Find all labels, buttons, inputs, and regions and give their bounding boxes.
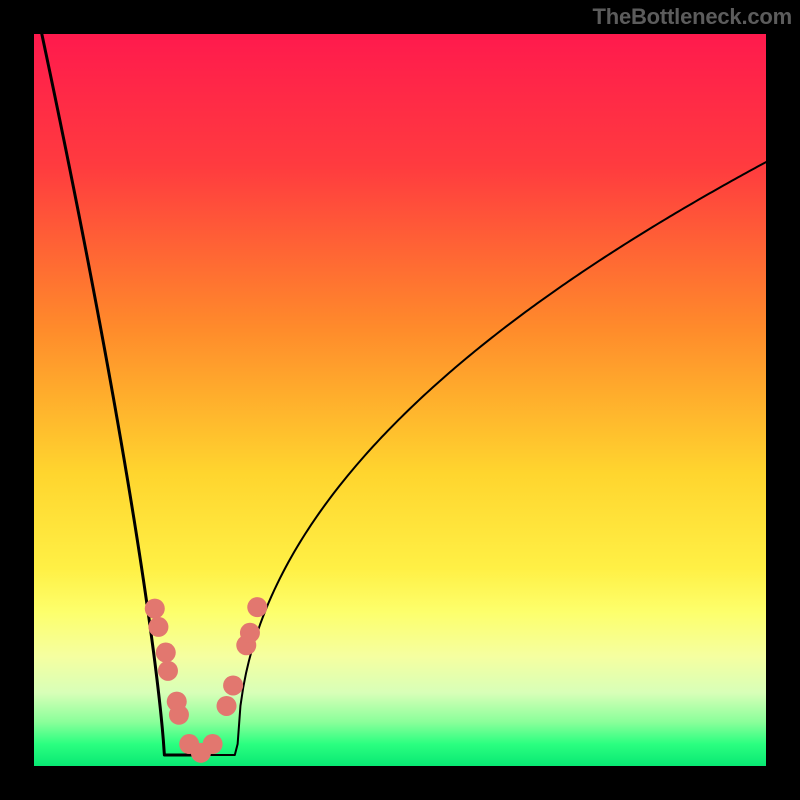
data-marker <box>203 734 223 754</box>
data-marker <box>169 705 189 725</box>
gradient-background <box>34 34 766 766</box>
data-marker <box>145 599 165 619</box>
data-marker <box>240 623 260 643</box>
data-marker <box>148 617 168 637</box>
data-marker <box>223 675 243 695</box>
watermark-text: TheBottleneck.com <box>592 4 792 30</box>
data-marker <box>156 643 176 663</box>
data-marker <box>217 696 237 716</box>
data-marker <box>158 661 178 681</box>
data-marker <box>247 597 267 617</box>
chart-container: TheBottleneck.com <box>0 0 800 800</box>
bottleneck-chart <box>0 0 800 800</box>
plot-area <box>34 0 766 766</box>
